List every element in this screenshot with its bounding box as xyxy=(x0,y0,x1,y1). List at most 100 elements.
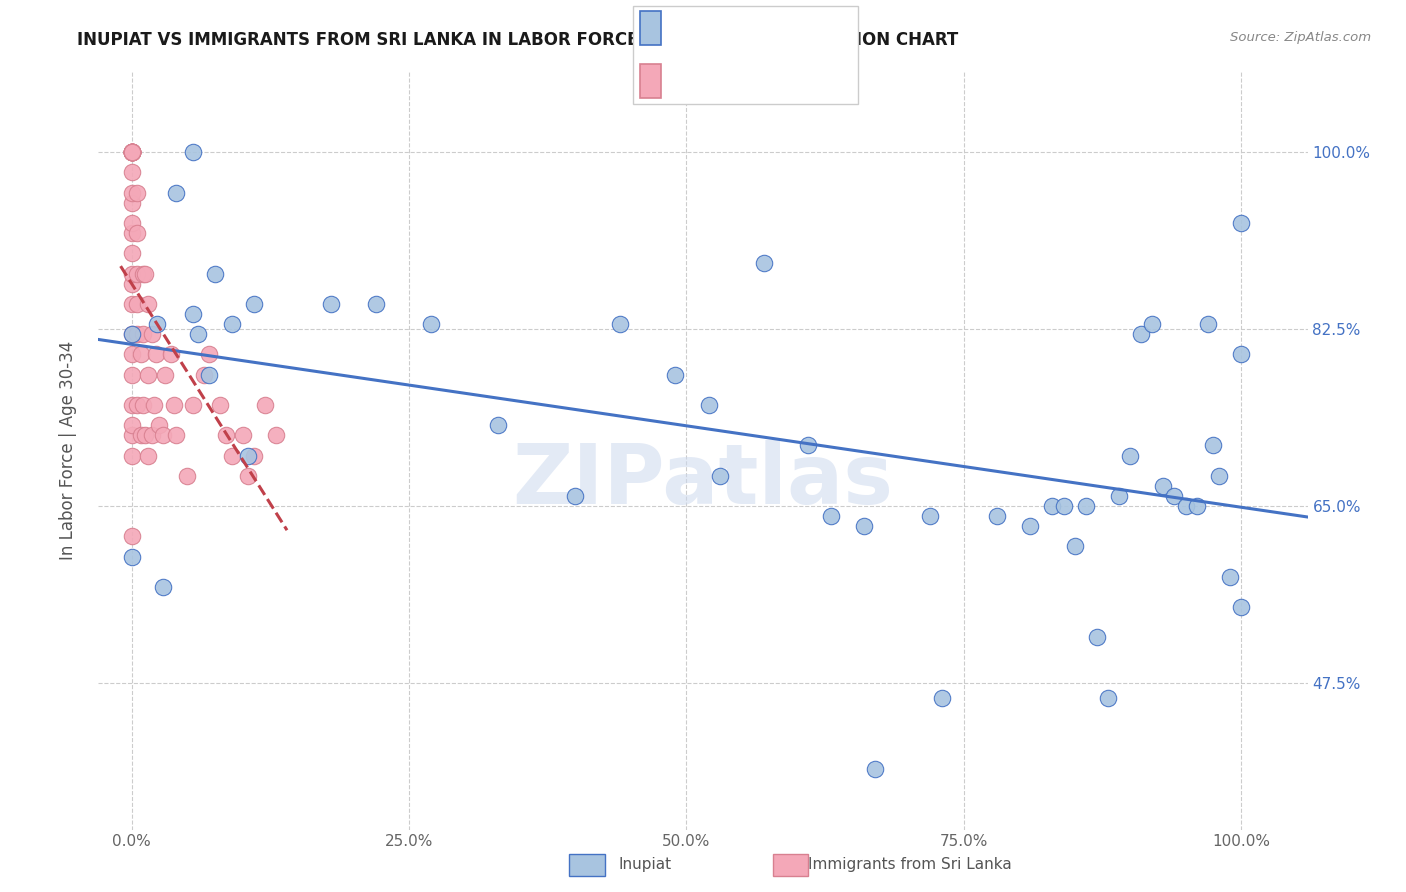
Point xyxy=(121,195,143,210)
Point xyxy=(121,145,143,160)
Point xyxy=(181,145,204,160)
Point xyxy=(121,186,143,200)
Point xyxy=(920,509,942,524)
Point xyxy=(1119,449,1142,463)
Point xyxy=(820,509,842,524)
Point xyxy=(121,277,143,291)
Point xyxy=(121,145,143,160)
Point xyxy=(121,165,143,179)
Point xyxy=(181,398,204,412)
Point xyxy=(141,327,163,342)
Point xyxy=(193,368,215,382)
Text: Inupiat: Inupiat xyxy=(619,857,672,872)
Point xyxy=(253,398,276,412)
Text: Immigrants from Sri Lanka: Immigrants from Sri Lanka xyxy=(808,857,1012,872)
Point xyxy=(1219,570,1241,584)
Text: INUPIAT VS IMMIGRANTS FROM SRI LANKA IN LABOR FORCE | AGE 30-34 CORRELATION CHAR: INUPIAT VS IMMIGRANTS FROM SRI LANKA IN … xyxy=(77,31,959,49)
Point xyxy=(127,398,149,412)
Point xyxy=(238,468,260,483)
Text: 52: 52 xyxy=(793,19,818,37)
Point xyxy=(121,267,143,281)
Point xyxy=(121,529,143,543)
Point xyxy=(215,428,238,442)
Point xyxy=(238,449,260,463)
Point xyxy=(146,317,169,331)
Point xyxy=(132,327,155,342)
Point xyxy=(1197,317,1219,331)
Text: R =: R = xyxy=(672,19,711,37)
Point xyxy=(121,145,143,160)
Point xyxy=(198,368,221,382)
Point xyxy=(486,418,509,433)
Point xyxy=(152,428,174,442)
Point xyxy=(121,368,143,382)
Point xyxy=(132,398,155,412)
Point xyxy=(121,327,143,342)
Point xyxy=(221,317,243,331)
Text: N =: N = xyxy=(762,72,801,90)
Point xyxy=(141,428,163,442)
Point xyxy=(1142,317,1164,331)
Point xyxy=(187,327,209,342)
Point xyxy=(127,186,149,200)
Point xyxy=(697,398,720,412)
Point xyxy=(127,297,149,311)
Point xyxy=(165,428,187,442)
Point xyxy=(1042,499,1064,513)
Point xyxy=(121,145,143,160)
Point xyxy=(564,489,586,503)
Point xyxy=(232,428,254,442)
Text: 67: 67 xyxy=(793,72,818,90)
Point xyxy=(1230,216,1253,230)
Text: ZIPatlas: ZIPatlas xyxy=(513,441,893,521)
Point xyxy=(986,509,1008,524)
Point xyxy=(181,307,204,321)
Point xyxy=(1108,489,1130,503)
Point xyxy=(221,449,243,463)
Point xyxy=(264,428,287,442)
Point xyxy=(121,145,143,160)
Text: Source: ZipAtlas.com: Source: ZipAtlas.com xyxy=(1230,31,1371,45)
Point xyxy=(121,145,143,160)
Point xyxy=(121,549,143,564)
Point xyxy=(1130,327,1153,342)
Point xyxy=(121,449,143,463)
Point xyxy=(1174,499,1197,513)
Point xyxy=(148,418,170,433)
Point xyxy=(863,762,886,776)
Point xyxy=(121,398,143,412)
Text: 0.134: 0.134 xyxy=(703,72,766,90)
Point xyxy=(242,449,264,463)
Point xyxy=(198,347,221,361)
Point xyxy=(138,297,160,311)
Text: R =: R = xyxy=(672,72,711,90)
Point xyxy=(176,468,198,483)
Point xyxy=(159,347,181,361)
Point xyxy=(609,317,631,331)
Point xyxy=(242,297,264,311)
Point xyxy=(321,297,343,311)
Point xyxy=(1019,519,1042,533)
Point xyxy=(121,145,143,160)
Point xyxy=(121,418,143,433)
Point xyxy=(132,267,155,281)
Point xyxy=(127,327,149,342)
Point xyxy=(121,145,143,160)
Point xyxy=(1185,499,1208,513)
Point xyxy=(1230,600,1253,615)
Point xyxy=(163,398,186,412)
Point xyxy=(709,468,731,483)
Point xyxy=(1097,691,1119,706)
Text: -0.274: -0.274 xyxy=(703,19,768,37)
Point xyxy=(121,297,143,311)
Point xyxy=(121,327,143,342)
Point xyxy=(1085,631,1108,645)
Point xyxy=(1074,499,1097,513)
Point xyxy=(127,226,149,240)
Point xyxy=(134,428,156,442)
Point xyxy=(134,267,156,281)
Point xyxy=(204,267,226,281)
Point xyxy=(797,438,820,452)
Point xyxy=(121,216,143,230)
Y-axis label: In Labor Force | Age 30-34: In Labor Force | Age 30-34 xyxy=(59,341,77,560)
